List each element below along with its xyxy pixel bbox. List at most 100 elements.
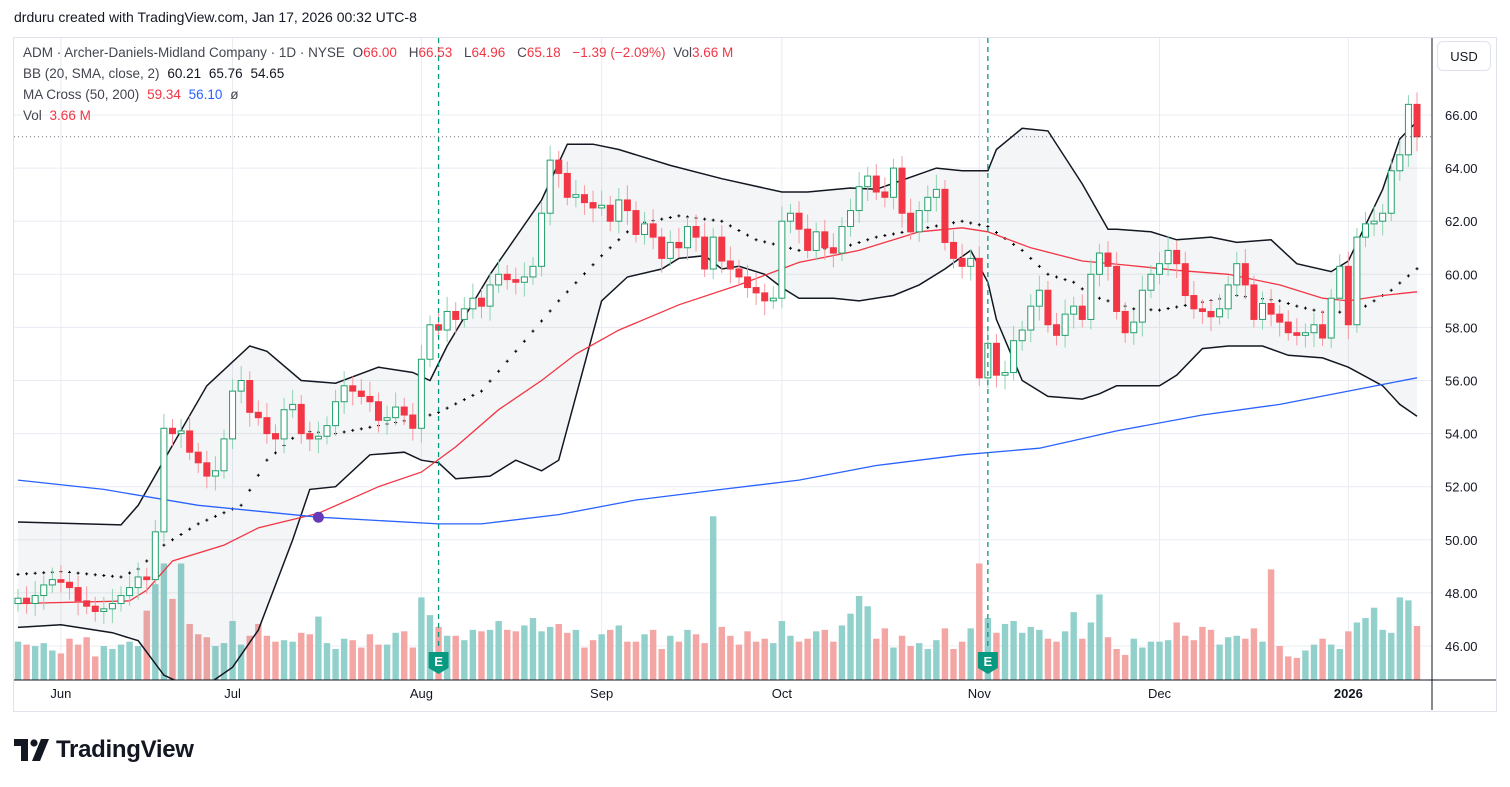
price-tick-label: 56.00 <box>1445 374 1478 389</box>
volume-bar <box>1104 637 1112 680</box>
candle-down <box>366 395 374 403</box>
candle-down <box>1344 265 1352 326</box>
axes: 46.00 48.00 50.00 52.00 54.00 56.00 58.00 60.00… <box>14 38 1496 710</box>
bb-basis-dot <box>591 263 595 267</box>
candle-down <box>263 417 271 435</box>
bb-basis-dot <box>497 369 501 373</box>
candle-up <box>383 417 391 421</box>
volume-bar <box>169 598 176 680</box>
volume-bar <box>847 613 854 680</box>
bb-basis-dot <box>1398 281 1402 285</box>
legend-symbol[interactable]: ADM · Archer-Daniels-Midland Company · 1… <box>23 45 345 60</box>
candle-down <box>409 414 417 429</box>
bb-basis-dot <box>239 503 243 507</box>
volume-bar <box>1199 626 1206 680</box>
legend-bb[interactable]: BB (20, SMA, close, 2) 60.21 65.76 54.65 <box>23 66 288 81</box>
candle-down <box>1284 321 1292 334</box>
bb-basis-dot <box>1338 310 1342 314</box>
bb-upper-value: 65.76 <box>208 66 243 81</box>
volume-bar <box>1285 656 1292 680</box>
volume-bar <box>864 606 871 680</box>
ma200-line <box>17 377 1418 525</box>
volume-bar <box>14 641 22 680</box>
volume-bar <box>486 629 494 680</box>
candle-down <box>1207 310 1215 318</box>
volume-bar <box>66 638 73 680</box>
bb-label: BB (20, SMA, close, 2) <box>23 66 160 81</box>
ma-extra: ø <box>230 87 239 102</box>
volume-bar <box>1259 641 1266 680</box>
candle-up <box>323 425 331 437</box>
volume-bar <box>598 634 605 680</box>
candle-down <box>761 292 769 302</box>
bb-basis-dot <box>273 451 277 455</box>
candle-up <box>426 324 434 360</box>
volume-bar <box>804 638 811 680</box>
bb-basis-dot <box>1295 304 1299 308</box>
candle-down <box>606 204 614 222</box>
candle-down <box>57 579 65 583</box>
vol-label: Vol <box>673 45 693 60</box>
volume-bar <box>529 618 537 680</box>
bb-basis-dot <box>857 240 861 244</box>
bb-basis-dot <box>926 226 930 230</box>
volume-bar <box>1053 641 1060 680</box>
candle-up <box>1001 372 1009 376</box>
time-tick-label: Sep <box>590 686 613 701</box>
volume-value: 3.66 M <box>49 108 91 123</box>
candle-down <box>821 231 829 249</box>
legend-ma-cross[interactable]: MA Cross (50, 200) 59.34 56.10 ø <box>23 87 242 102</box>
earnings-badge[interactable]: E <box>428 652 449 674</box>
volume-bar <box>212 646 219 680</box>
bb-basis-dot <box>565 290 569 294</box>
volume-bar <box>1413 626 1421 680</box>
volume-bar <box>298 632 305 680</box>
volume-bar <box>469 629 477 680</box>
candle-down <box>186 430 194 453</box>
volume-bar <box>452 635 459 680</box>
volume-bar <box>1061 631 1069 680</box>
candle-up <box>709 236 717 270</box>
candle-down <box>898 167 906 214</box>
volume-bar <box>924 649 931 680</box>
bb-basis-dot <box>145 559 149 563</box>
bb-basis-dot <box>76 571 80 575</box>
time-tick-label: Dec <box>1148 686 1172 701</box>
volume-bar <box>49 650 56 680</box>
volume-bar <box>1079 638 1086 680</box>
candle-up <box>1310 324 1318 334</box>
candle-up <box>786 212 794 222</box>
candle-down <box>91 605 99 612</box>
candle-up <box>769 297 777 302</box>
candle-up <box>520 276 528 283</box>
currency-button[interactable]: USD <box>1437 41 1491 71</box>
volume-bar <box>1036 629 1043 680</box>
candle-up <box>134 576 142 589</box>
bb-basis-dot <box>548 309 552 313</box>
bb-basis-dot <box>754 238 758 242</box>
candle-up <box>932 188 940 198</box>
volume-bar <box>57 653 65 680</box>
candle-up <box>220 438 228 472</box>
bb-basis-dot <box>874 235 878 239</box>
legend-volume[interactable]: Vol 3.66 M <box>23 108 95 123</box>
candle-up <box>280 409 288 440</box>
candle-up <box>211 470 219 477</box>
bb-basis-dot <box>849 243 853 247</box>
volume-bar <box>967 628 974 680</box>
time-tick-label: Oct <box>772 686 793 701</box>
candle-down <box>795 212 803 230</box>
volume-bar <box>1164 640 1172 680</box>
volume-bar <box>1121 654 1129 680</box>
candle-down <box>701 236 709 270</box>
bb-basis-dot <box>505 359 509 363</box>
bb-basis-dot <box>531 329 535 333</box>
earnings-badge[interactable]: E <box>977 652 998 674</box>
candle-down <box>297 403 305 435</box>
volume-bar <box>744 631 751 680</box>
volume-bar <box>418 597 425 680</box>
volume-bar <box>890 647 897 680</box>
candle-up <box>1156 263 1164 275</box>
candle-down <box>452 310 460 320</box>
